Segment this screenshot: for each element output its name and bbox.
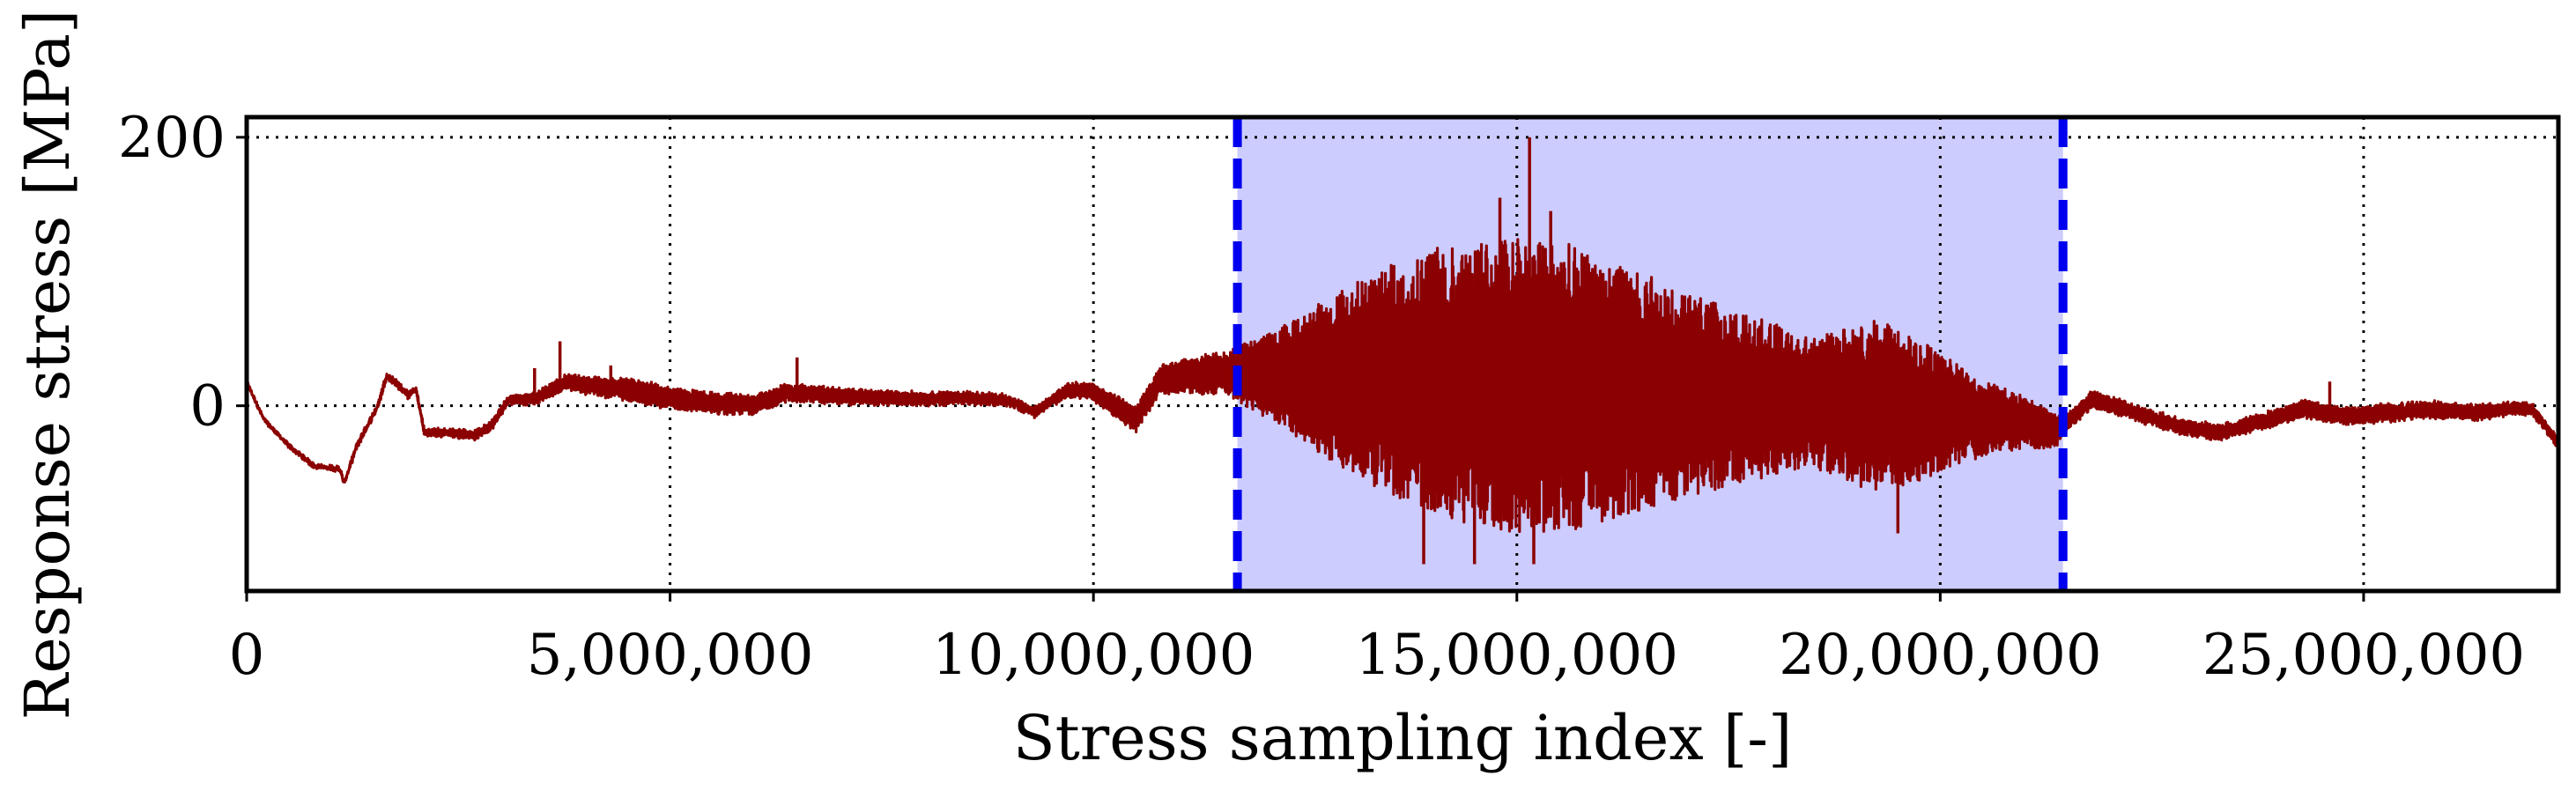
series-layer	[245, 137, 2560, 565]
x-tick-label-2: 10,000,000	[932, 623, 1255, 688]
x-tick-label-1: 5,000,000	[527, 623, 814, 688]
y-axis-label: Response stress [MPa]	[11, 10, 84, 720]
x-tick-label-5: 25,000,000	[2202, 623, 2525, 688]
grid	[247, 117, 2558, 591]
x-tick-label-0: 0	[229, 623, 265, 688]
x-tick-label-4: 20,000,000	[1779, 623, 2101, 688]
plot-frame	[244, 115, 2561, 594]
y-tick-label-0: 0	[189, 374, 226, 440]
y-tick-label-1: 200	[118, 106, 226, 171]
x-tick-label-3: 15,000,000	[1356, 623, 1678, 688]
x-axis-label: Stress sampling index [-]	[1013, 702, 1793, 774]
series-line-0	[245, 238, 2560, 534]
highlight-region-edges	[1232, 117, 2068, 591]
axis-ticks: 0 5,000,000 10,000,000 15,000,000 20,000,000…	[118, 106, 2525, 688]
